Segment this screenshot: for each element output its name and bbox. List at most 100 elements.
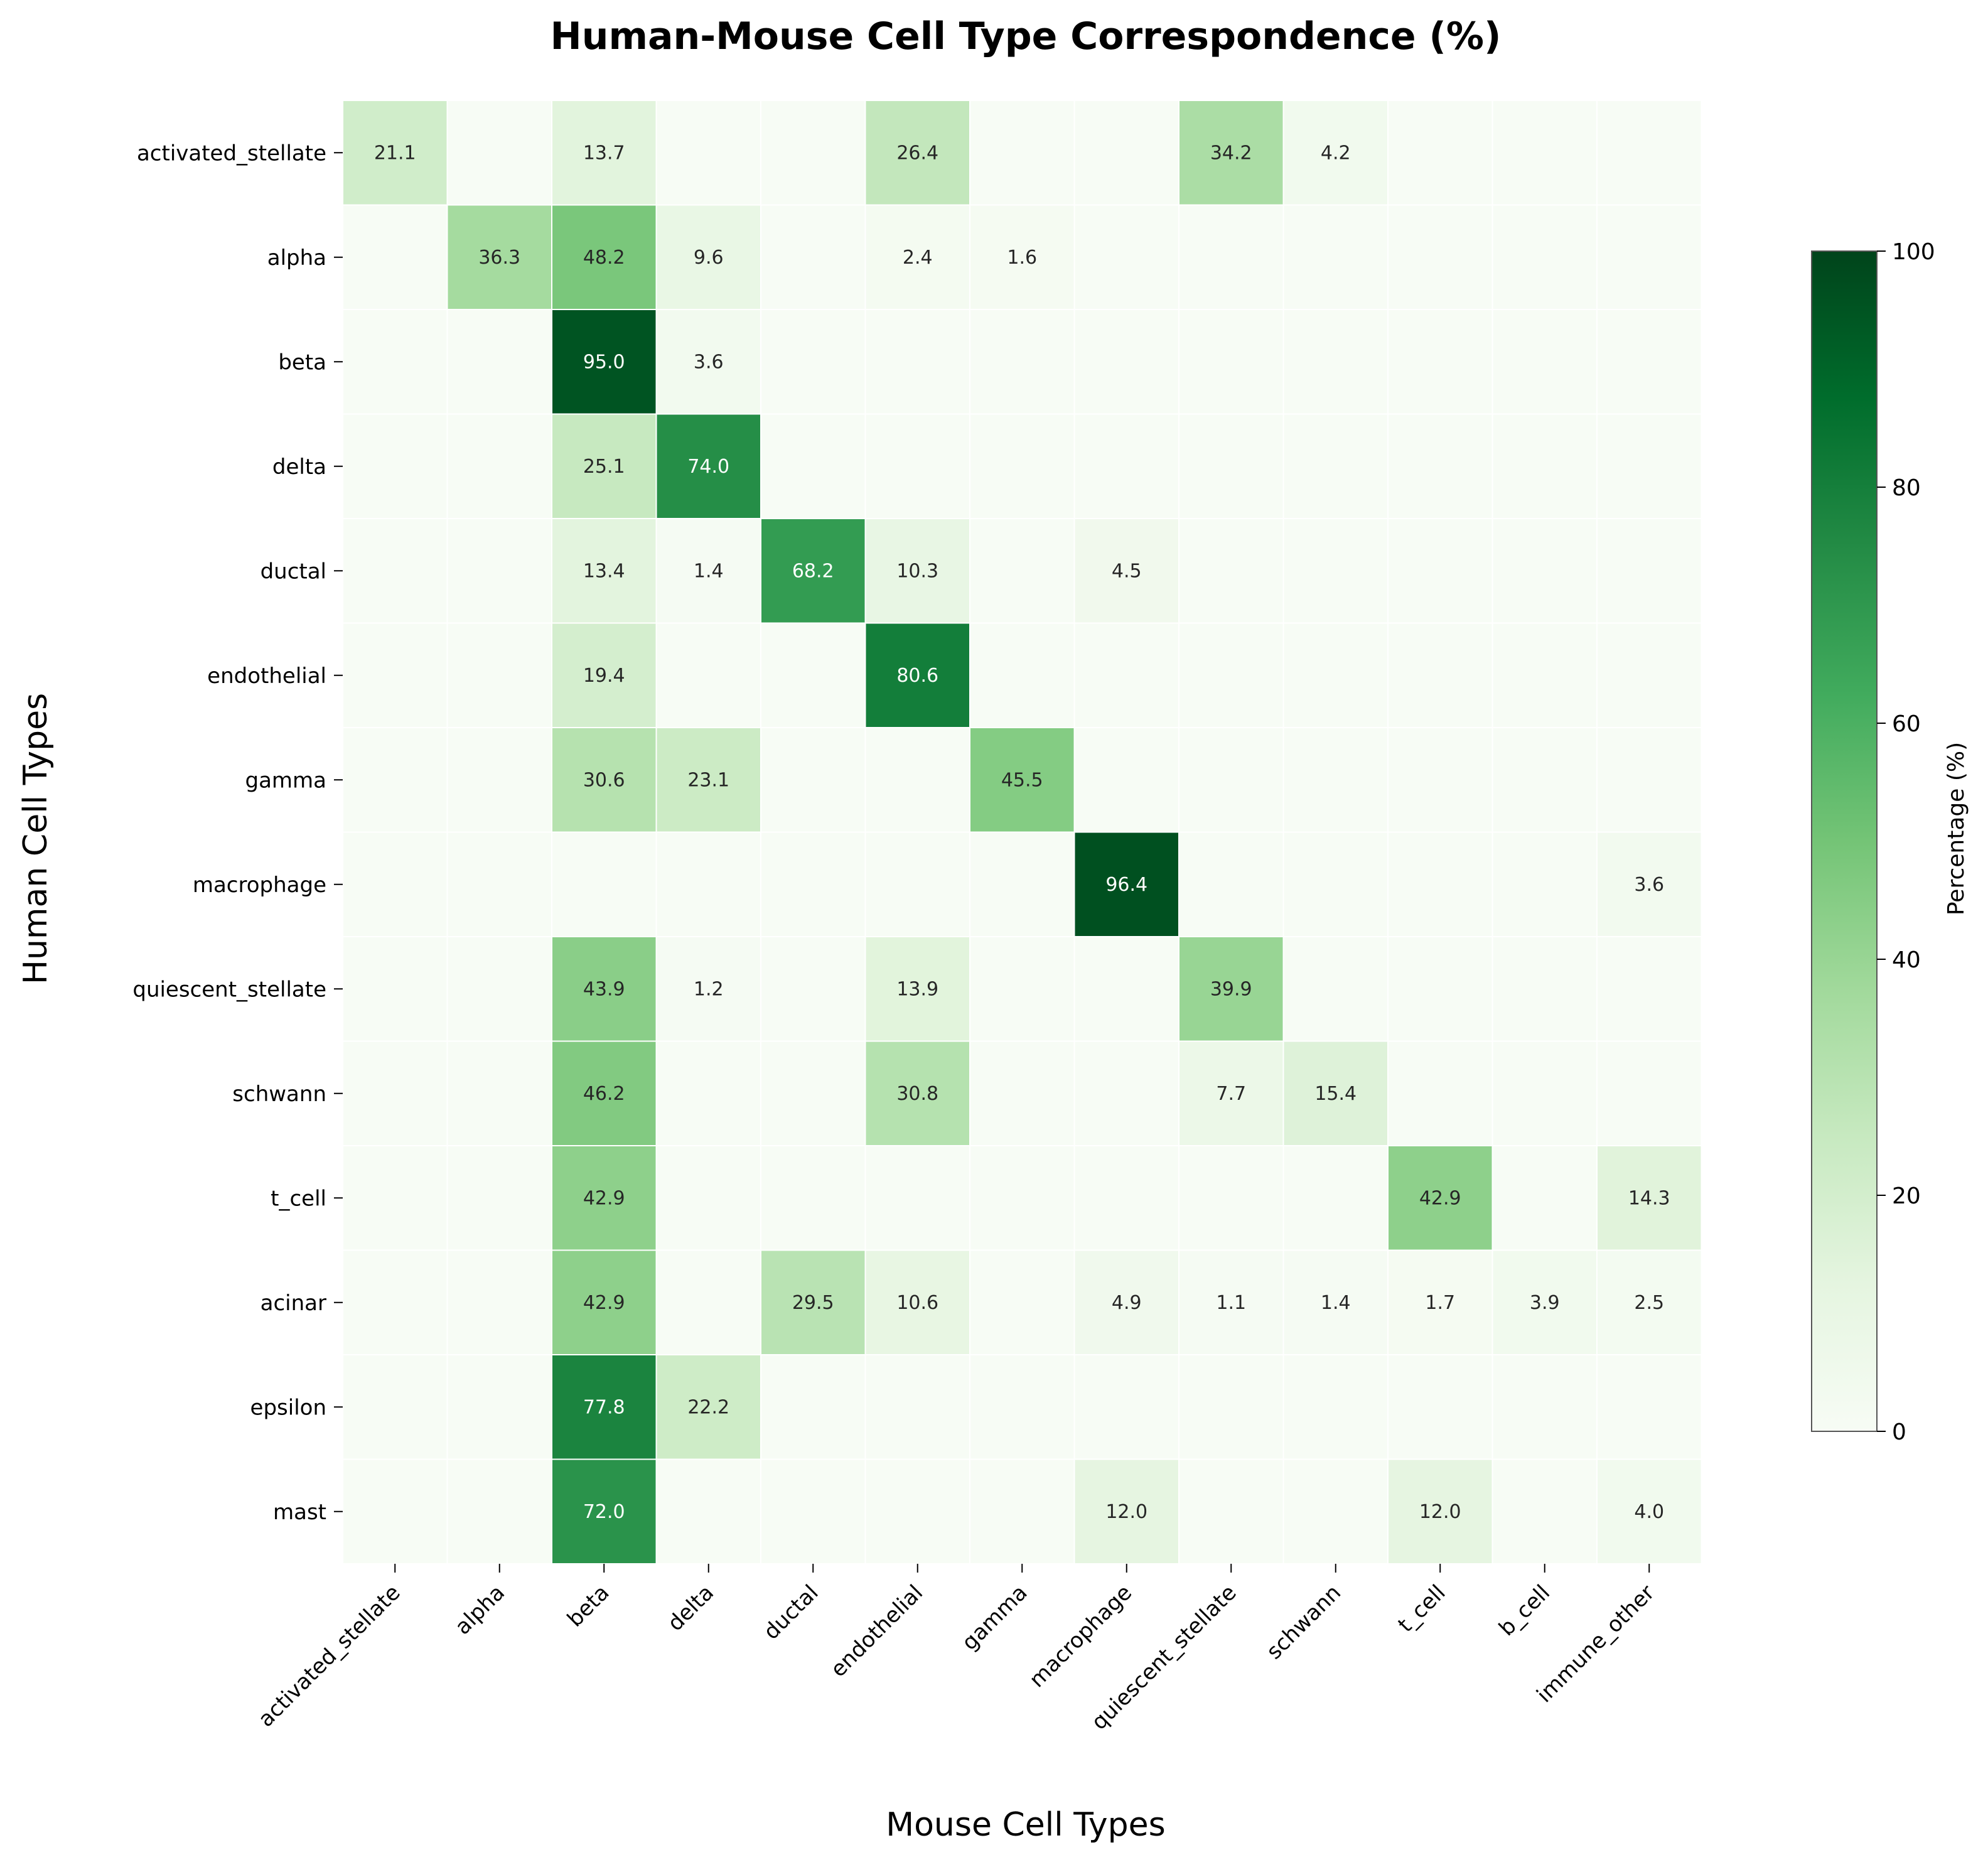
heatmap-cell (551, 413, 657, 519)
heatmap-cell (1178, 1354, 1284, 1460)
heatmap-cell (1282, 936, 1389, 1042)
heatmap-cell (446, 831, 552, 937)
cell-value-label: 13.7 (583, 142, 625, 164)
heatmap-cell (1073, 727, 1179, 833)
y-tick-label: schwann (232, 1082, 326, 1107)
cell-value-label: 34.2 (1210, 142, 1252, 164)
cell-value-label: 3.6 (1634, 874, 1664, 896)
heatmap-cell (760, 1249, 866, 1355)
heatmap-cell (655, 1040, 761, 1146)
heatmap-cell (551, 1458, 657, 1564)
heatmap-cell (760, 1145, 866, 1251)
heatmap-cell (655, 100, 761, 206)
cell-value-label: 95.0 (583, 351, 625, 373)
heatmap-cell (655, 309, 761, 415)
heatmap-cell (969, 1145, 1075, 1251)
heatmap-cell (446, 936, 552, 1042)
cell-value-label: 10.3 (896, 560, 938, 582)
heatmap-cell (446, 1249, 552, 1355)
heatmap-cell (342, 413, 448, 519)
x-tick-label: t_cell (1394, 1580, 1451, 1637)
y-tick-label: t_cell (271, 1186, 326, 1211)
cell-value-label: 1.6 (1007, 247, 1037, 269)
heatmap-cell (446, 1040, 552, 1146)
heatmap-cell (969, 622, 1075, 728)
colorbar-tick-label: 0 (1892, 1419, 1906, 1445)
x-tick-label: beta (562, 1580, 614, 1632)
cell-value-label: 1.2 (694, 978, 724, 1000)
heatmap-cell (864, 622, 970, 728)
cell-value-label: 45.5 (1001, 769, 1043, 791)
x-tick-label: endothelial (826, 1580, 928, 1682)
cell-value-label: 21.1 (374, 142, 416, 164)
heatmap-cell (1178, 100, 1284, 206)
heatmap-cell (342, 622, 448, 728)
heatmap-cell (969, 100, 1075, 206)
cell-value-label: 4.9 (1112, 1292, 1142, 1314)
heatmap-cell (1073, 1040, 1179, 1146)
heatmap-cell (446, 413, 552, 519)
heatmap-cell (655, 1354, 761, 1460)
heatmap-cell (760, 936, 866, 1042)
y-tick-label: endothelial (207, 664, 326, 689)
cell-value-label: 26.4 (896, 142, 938, 164)
heatmap-cell (551, 1040, 657, 1146)
x-tick-label: b_cell (1494, 1580, 1555, 1641)
heatmap-cell (1596, 727, 1702, 833)
heatmap-cell (1387, 309, 1493, 415)
heatmap-cell (1491, 622, 1598, 728)
heatmap-cell (1596, 1249, 1702, 1355)
colorbar-title: Percentage (%) (1943, 742, 1969, 915)
heatmap-cell (655, 727, 761, 833)
heatmap-cell (342, 1458, 448, 1564)
cell-value-label: 1.7 (1425, 1292, 1455, 1314)
cell-value-label: 36.3 (478, 247, 520, 269)
heatmap-cell (551, 936, 657, 1042)
heatmap-cell (864, 1145, 970, 1251)
cell-value-label: 42.9 (583, 1292, 625, 1314)
heatmap-cell (342, 309, 448, 415)
y-tick-label: ductal (261, 559, 326, 584)
heatmap-cell (1387, 1040, 1493, 1146)
heatmap-cell (342, 936, 448, 1042)
cell-value-label: 25.1 (583, 456, 625, 478)
heatmap-cell (864, 518, 970, 624)
heatmap-cell (342, 518, 448, 624)
heatmap-cell (1073, 204, 1179, 310)
heatmap-cell (760, 100, 866, 206)
heatmap-cell (446, 622, 552, 728)
colorbar-gradient (1811, 250, 1878, 1432)
heatmap-cell (1491, 936, 1598, 1042)
heatmap-cell (1282, 309, 1389, 415)
heatmap-cell (342, 1145, 448, 1251)
heatmap-cell (1596, 413, 1702, 519)
heatmap-cell (864, 413, 970, 519)
x-axis-title: Mouse Cell Types (886, 1806, 1166, 1844)
heatmap-cell (969, 309, 1075, 415)
heatmap-cell (342, 1040, 448, 1146)
heatmap-cell (446, 100, 552, 206)
heatmap-cell (1073, 100, 1179, 206)
heatmap-cell (760, 204, 866, 310)
x-tick-label: alpha (450, 1580, 510, 1640)
heatmap-cell (1387, 831, 1493, 937)
heatmap-cell (551, 1145, 657, 1251)
heatmap-cell (969, 936, 1075, 1042)
heatmap-cell (1073, 413, 1179, 519)
heatmap-cell (1073, 1145, 1179, 1251)
cell-value-label: 14.3 (1628, 1187, 1670, 1209)
heatmap-cell (1596, 622, 1702, 728)
heatmap-cell (1178, 518, 1284, 624)
heatmap-cells (342, 100, 1702, 1564)
heatmap-cell (1491, 727, 1598, 833)
heatmap-cell (342, 1249, 448, 1355)
heatmap-cell (1491, 413, 1598, 519)
heatmap-cell (1387, 518, 1493, 624)
heatmap-cell (1596, 1040, 1702, 1146)
y-tick-label: delta (272, 455, 326, 480)
heatmap-cell (655, 1458, 761, 1564)
colorbar-tick-label: 20 (1892, 1183, 1921, 1209)
cell-value-label: 13.4 (583, 560, 625, 582)
heatmap-cell (1491, 518, 1598, 624)
heatmap-cell (1073, 1458, 1179, 1564)
